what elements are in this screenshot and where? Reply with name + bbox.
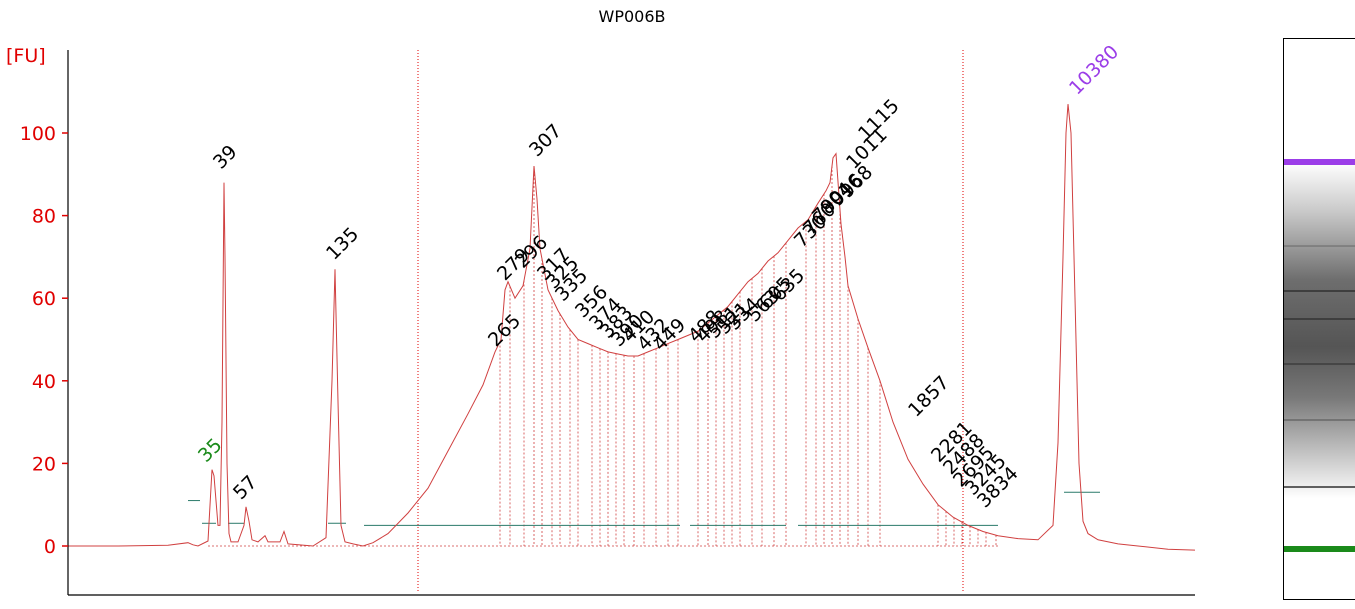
gel-band-0 [1284,159,1355,166]
y-tick-label-60: 60 [32,288,56,310]
gel-band-5 [1284,418,1355,421]
plot-area: 0204060801003539571352652792963073173253… [20,41,1196,596]
y-tick-label-40: 40 [32,371,56,393]
gel-band-3 [1284,318,1355,320]
y-tick-label-100: 100 [20,123,56,145]
gel-band-4 [1284,362,1355,365]
gel-band-7 [1284,545,1355,552]
y-tick-label-80: 80 [32,206,56,228]
peak-label-1: 39 [209,141,242,174]
chart-title: WP006B [599,7,666,26]
peak-label-2: 57 [229,471,262,504]
peak-label-7: 307 [525,120,566,161]
peak-label-3: 135 [322,223,363,264]
peak-label-4: 265 [484,310,525,351]
gel-band-1 [1284,245,1355,248]
y-tick-label-0: 0 [44,536,56,558]
gel-background-smear [1284,162,1355,499]
peak-label-34: 1857 [904,372,954,422]
gel-smear [1284,39,1355,599]
gel-band-6 [1284,486,1355,488]
fluorescence-trace [68,104,1196,551]
y-tick-label-20: 20 [32,453,56,475]
peak-label-40: 10380 [1065,41,1123,99]
gel-band-2 [1284,290,1355,292]
y-axis-unit-label: [FU] [6,45,46,67]
gel-lane-panel [1283,38,1355,600]
